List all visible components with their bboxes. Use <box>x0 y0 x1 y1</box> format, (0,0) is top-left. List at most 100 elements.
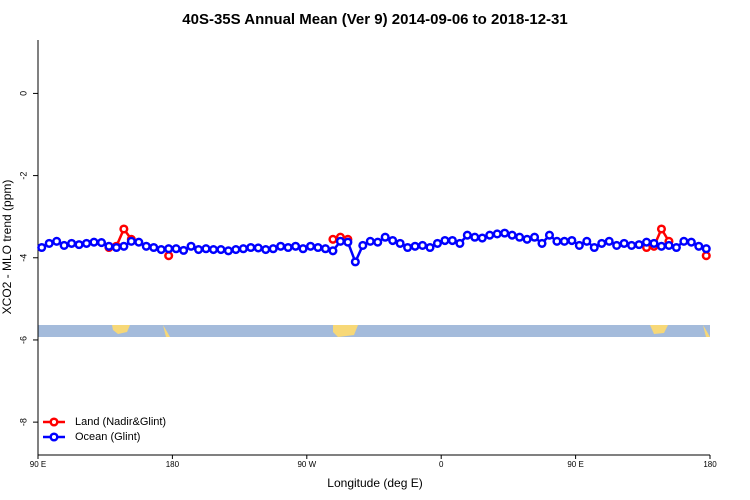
data-point <box>44 238 54 248</box>
data-point <box>37 242 47 253</box>
data-point <box>634 240 644 250</box>
x-tick-label: 0 <box>439 460 444 469</box>
data-point <box>67 238 77 248</box>
data-point <box>126 236 136 246</box>
data-point <box>268 244 278 254</box>
data-point <box>253 243 263 253</box>
data-point <box>641 237 652 247</box>
data-point <box>223 246 233 256</box>
data-point <box>276 241 286 251</box>
data-point <box>664 240 674 250</box>
data-point <box>380 232 390 242</box>
data-point <box>119 224 129 234</box>
chart-title: 40S-35S Annual Mean (Ver 9) 2014-09-06 t… <box>182 11 567 28</box>
data-point <box>656 224 667 234</box>
data-point <box>403 242 413 253</box>
y-tick-label: -8 <box>18 418 28 426</box>
data-point <box>619 238 629 248</box>
data-point <box>701 251 711 261</box>
data-point <box>119 241 129 251</box>
data-point <box>567 235 577 246</box>
data-point <box>462 230 472 240</box>
data-point <box>261 245 271 255</box>
data-point <box>373 237 383 247</box>
data-point <box>694 241 704 251</box>
data-point <box>425 242 435 253</box>
data-point <box>656 241 667 251</box>
data-point <box>485 230 495 240</box>
data-point <box>679 236 689 246</box>
data-point <box>350 257 360 267</box>
x-tick-label: 90 E <box>30 460 46 469</box>
x-axis-label: Longitude (deg E) <box>327 476 422 490</box>
data-point <box>156 245 166 255</box>
data-point <box>89 237 99 247</box>
data-point <box>597 238 607 248</box>
legend-marker <box>49 432 59 442</box>
data-point <box>111 242 121 253</box>
data-point <box>208 245 219 255</box>
data-point <box>515 232 525 242</box>
data-point <box>604 236 614 246</box>
data-point <box>447 235 457 246</box>
legend-label: Ocean (Glint) <box>75 431 140 443</box>
data-point <box>358 240 368 250</box>
data-point <box>686 237 696 247</box>
y-tick-label: -4 <box>18 254 28 262</box>
data-point <box>104 241 114 251</box>
data-point <box>231 245 241 255</box>
data-point <box>432 238 443 248</box>
data-point <box>328 246 338 256</box>
data-point <box>582 236 592 246</box>
data-point <box>313 242 323 253</box>
data-point <box>179 245 189 255</box>
data-point <box>328 234 338 244</box>
data-point <box>627 240 637 250</box>
data-point <box>343 237 353 247</box>
data-point <box>59 240 69 250</box>
data-point <box>410 241 420 251</box>
x-tick-label: 90 E <box>567 460 583 469</box>
data-point <box>388 235 398 246</box>
data-point <box>298 244 308 254</box>
data-point <box>574 240 584 250</box>
data-point <box>417 240 428 250</box>
legend-marker <box>49 417 59 427</box>
data-point <box>649 238 659 248</box>
data-point <box>149 242 159 253</box>
data-point <box>537 238 547 248</box>
data-point <box>522 234 532 244</box>
y-tick-label: -2 <box>18 172 28 180</box>
data-point <box>141 241 151 251</box>
data-point <box>320 244 331 254</box>
data-point <box>305 241 316 251</box>
data-point <box>552 236 562 246</box>
data-point <box>671 242 681 253</box>
map-strip <box>38 325 710 337</box>
data-point <box>544 230 555 240</box>
data-point <box>529 232 540 242</box>
data-point <box>216 245 226 255</box>
data-point <box>193 245 204 255</box>
data-point <box>470 232 480 242</box>
x-tick-label: 90 W <box>297 460 316 469</box>
data-point <box>283 242 293 253</box>
data-point <box>186 241 196 251</box>
data-point <box>164 244 174 254</box>
data-point <box>365 236 375 246</box>
data-point <box>52 236 62 246</box>
data-point <box>477 233 487 243</box>
data-point <box>440 235 450 246</box>
data-point <box>246 242 256 253</box>
y-tick-label: 0 <box>18 91 28 96</box>
y-axis-label: XCO2 - MLO trend (ppm) <box>0 180 14 315</box>
data-point <box>701 244 711 254</box>
data-point <box>500 228 510 238</box>
x-tick-label: 180 <box>166 460 180 469</box>
data-point <box>612 240 622 250</box>
data-point <box>291 241 301 251</box>
data-point <box>201 244 211 254</box>
data-point <box>134 237 144 247</box>
x-tick-label: 180 <box>703 460 717 469</box>
